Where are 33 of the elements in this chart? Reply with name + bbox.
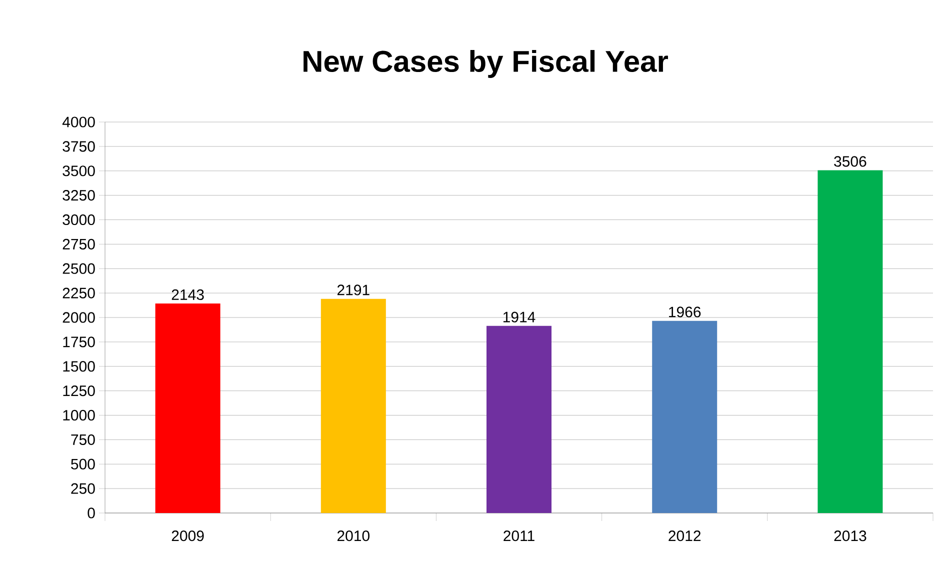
data-label: 2143 <box>172 289 204 300</box>
y-tick-label: 1000 <box>63 410 95 421</box>
y-tick-label: 2250 <box>62 288 95 298</box>
y-tick-label: 250 <box>71 483 95 494</box>
chart-title: New Cases by Fiscal Year <box>304 50 668 78</box>
y-tick-label: 2750 <box>62 238 95 250</box>
y-tick-label: 500 <box>71 458 95 470</box>
x-tick-label: 2012 <box>668 530 701 542</box>
bar <box>818 170 883 513</box>
x-tick-label: 2011 <box>504 530 534 542</box>
bar <box>652 320 718 513</box>
y-tick-label: 1500 <box>63 361 95 372</box>
y-tick-label: 2500 <box>62 263 95 274</box>
y-tick-label: 1250 <box>63 386 95 396</box>
y-tick-label: 2000 <box>62 312 95 323</box>
y-tick-label: 4000 <box>62 116 95 128</box>
data-label: 1966 <box>669 306 701 318</box>
bar <box>155 304 220 513</box>
x-tick-label: 2009 <box>172 530 204 542</box>
y-tick-label: 1750 <box>63 336 95 348</box>
y-tick-label: 3000 <box>62 214 95 226</box>
x-tick-label: 2013 <box>834 530 866 542</box>
x-tick-label: 2010 <box>337 530 370 542</box>
y-tick-label: 0 <box>88 508 95 518</box>
y-tick-label: 3250 <box>62 190 95 201</box>
data-label: 3506 <box>834 156 866 167</box>
bar <box>320 298 386 513</box>
y-tick-label: 750 <box>71 434 95 445</box>
y-tick-label: 3500 <box>62 166 95 176</box>
data-label: 1914 <box>503 312 536 322</box>
y-tick-label: 3750 <box>62 141 95 152</box>
bar <box>486 326 552 513</box>
data-label: 2191 <box>337 284 370 296</box>
